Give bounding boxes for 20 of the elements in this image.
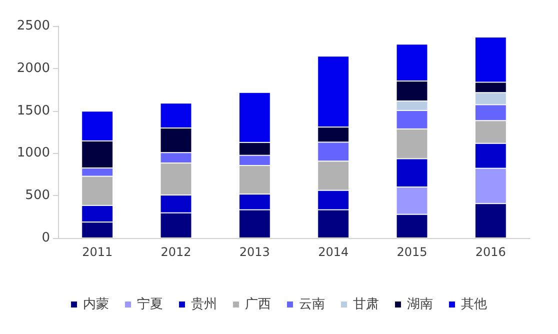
legend-label: 甘肃 xyxy=(353,297,379,312)
x-tick-label: 2013 xyxy=(239,245,270,259)
legend-label: 湖南 xyxy=(407,297,433,312)
y-tick-label: 2000 xyxy=(16,60,50,76)
y-tick-label: 1000 xyxy=(16,146,50,161)
legend-label: 其他 xyxy=(461,297,487,312)
x-tick-label: 2011 xyxy=(82,245,113,259)
x-tick-label: 2016 xyxy=(475,245,506,259)
y-tick-label: 2500 xyxy=(16,18,50,34)
legend-label: 贵州 xyxy=(191,297,217,312)
x-tick-label: 2015 xyxy=(396,245,428,259)
y-tick-label: 500 xyxy=(25,188,50,204)
legend-label: 云南 xyxy=(299,297,325,312)
x-tick-label: 2012 xyxy=(160,245,192,259)
legend-label: 内蒙 xyxy=(83,297,109,312)
legend-label: 宁夏 xyxy=(137,296,163,312)
legend-label: 广西 xyxy=(245,297,271,312)
y-tick-label: 0 xyxy=(42,230,50,246)
y-tick-label: 1500 xyxy=(16,103,50,118)
x-tick-label: 2014 xyxy=(318,245,349,259)
